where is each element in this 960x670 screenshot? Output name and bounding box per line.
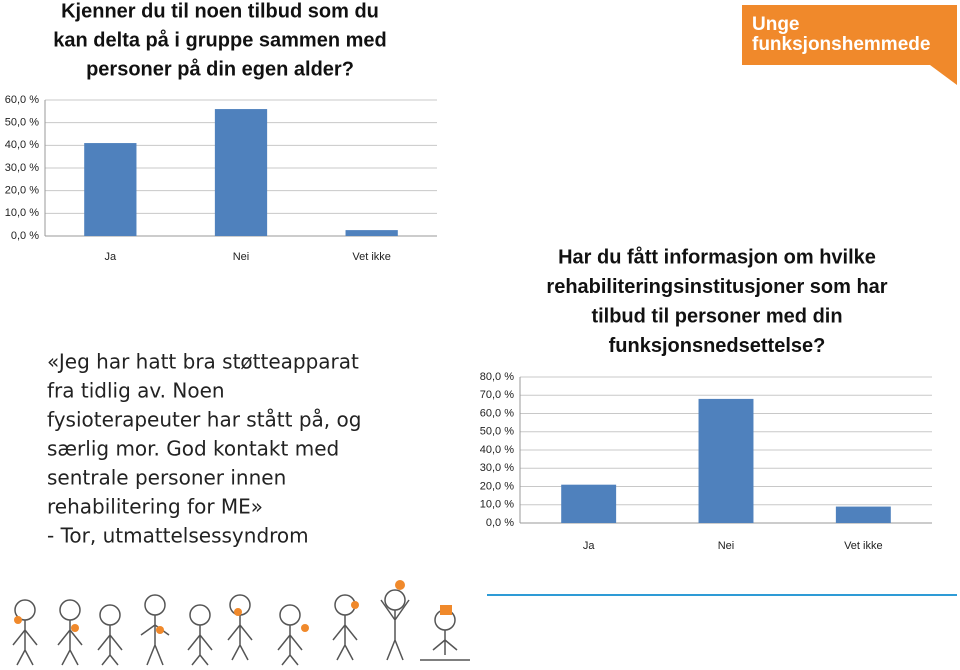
y-tick-label: 40,0 %	[480, 444, 514, 456]
logo-box	[742, 5, 957, 85]
y-tick-label: 40,0 %	[5, 139, 39, 151]
y-tick-label: 50,0 %	[5, 117, 39, 129]
y-tick-label: 60,0 %	[480, 407, 514, 419]
chart-title: Har du fått informasjon om hvilke	[558, 245, 876, 268]
x-tick-label: Ja	[583, 540, 596, 552]
y-tick-label: 0,0 %	[11, 230, 39, 242]
x-tick-label: Nei	[718, 540, 735, 552]
quote-line: - Tor, utmattelsessyndrom	[47, 524, 309, 548]
bar	[345, 230, 398, 236]
quote-line: fysioterapeuter har stått på, og	[47, 408, 361, 432]
x-tick-label: Vet ikke	[352, 251, 391, 263]
bar	[698, 398, 754, 523]
chart-title: kan delta på i gruppe sammen med	[53, 28, 386, 51]
quote-line: rehabilitering for ME»	[47, 495, 263, 519]
bar	[561, 484, 617, 523]
chart-title: Kjenner du til noen tilbud som du	[61, 0, 379, 22]
quote-line: sentrale personer innen	[47, 466, 286, 490]
y-tick-label: 10,0 %	[5, 207, 39, 219]
quote-line: fra tidlig av. Noen	[47, 379, 225, 403]
y-tick-label: 60,0 %	[5, 94, 39, 106]
y-tick-label: 0,0 %	[486, 517, 514, 529]
quote-line: «Jeg har hatt bra støtteapparat	[47, 350, 359, 374]
x-tick-label: Ja	[105, 251, 118, 263]
figure-accents	[14, 580, 452, 634]
logo-text: funksjonshemmede	[752, 34, 930, 55]
y-tick-label: 10,0 %	[480, 499, 514, 511]
bar	[84, 143, 137, 236]
y-tick-label: 30,0 %	[480, 462, 514, 474]
figures	[12, 589, 470, 666]
chart-title: rehabiliteringsinstitusjoner som har	[546, 276, 887, 298]
y-tick-label: 50,0 %	[480, 426, 514, 438]
logo-text: Unge	[752, 14, 800, 35]
chart-title: tilbud til personer med din	[591, 305, 842, 327]
x-tick-label: Vet ikke	[844, 540, 883, 552]
y-tick-label: 20,0 %	[5, 185, 39, 197]
x-tick-label: Nei	[233, 251, 250, 263]
quote-line: særlig mor. God kontakt med	[47, 437, 339, 461]
chart-title: personer på din egen alder?	[86, 57, 354, 80]
y-tick-label: 80,0 %	[480, 371, 514, 383]
chart-title: funksjonsnedsettelse?	[609, 335, 826, 357]
bar	[214, 109, 268, 236]
bar	[835, 506, 891, 523]
y-tick-label: 30,0 %	[5, 162, 39, 174]
y-tick-label: 70,0 %	[480, 389, 514, 401]
y-tick-label: 20,0 %	[480, 480, 514, 492]
